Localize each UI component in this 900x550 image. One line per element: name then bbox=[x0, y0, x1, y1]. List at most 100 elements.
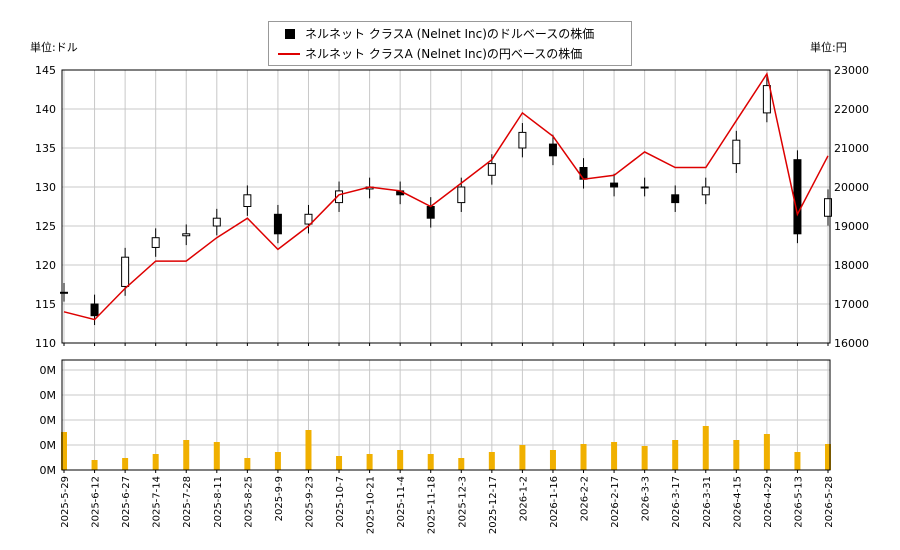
volume-bar bbox=[611, 442, 618, 470]
left-tick-label: 135 bbox=[35, 142, 56, 155]
x-tick-label: 2025-10-7 bbox=[335, 476, 346, 528]
x-tick-label: 2025-6-27 bbox=[121, 476, 132, 528]
jpy-price-line bbox=[63, 71, 829, 321]
x-tick-label: 2025-11-18 bbox=[427, 476, 438, 534]
usd-candle-body bbox=[60, 291, 68, 294]
right-tick-label: 23000 bbox=[834, 64, 869, 77]
x-tick-label: 2025-12-17 bbox=[488, 476, 499, 534]
usd-candle-body bbox=[335, 190, 344, 204]
usd-candle-body bbox=[548, 143, 557, 157]
left-unit-label: 単位:ドル bbox=[30, 41, 78, 54]
volume-tick-label: 0M bbox=[40, 364, 57, 377]
usd-candle-body bbox=[182, 233, 191, 237]
usd-candle-body bbox=[671, 194, 680, 204]
usd-candle-body bbox=[487, 163, 496, 176]
usd-candle-body bbox=[610, 182, 619, 188]
right-tick-label: 21000 bbox=[834, 142, 869, 155]
x-tick-label: 2025-9-23 bbox=[304, 476, 315, 528]
left-tick-label: 145 bbox=[35, 64, 56, 77]
volume-bar bbox=[427, 454, 434, 470]
volume-bar bbox=[549, 450, 556, 470]
volume-bar bbox=[825, 444, 831, 470]
left-tick-label: 130 bbox=[35, 181, 56, 194]
volume-bar bbox=[397, 450, 404, 470]
x-tick-label: 2026-3-3 bbox=[641, 476, 652, 521]
x-tick-label: 2025-9-9 bbox=[274, 476, 285, 521]
volume-bar bbox=[733, 440, 740, 470]
volume-bar bbox=[305, 430, 312, 470]
right-tick-label: 19000 bbox=[834, 220, 869, 233]
x-tick-label: 2025-12-3 bbox=[457, 476, 468, 528]
volume-bar bbox=[274, 452, 281, 470]
volume-tick-label: 0M bbox=[40, 439, 57, 452]
volume-bar bbox=[366, 454, 373, 470]
volume-tick-label: 0M bbox=[40, 464, 57, 477]
usd-candle-body bbox=[426, 206, 435, 219]
left-tick-label: 140 bbox=[35, 103, 56, 116]
x-tick-label: 2026-2-2 bbox=[580, 476, 591, 521]
volume-bar bbox=[91, 460, 98, 470]
x-tick-label: 2026-4-29 bbox=[763, 476, 774, 528]
x-tick-label: 2026-3-31 bbox=[702, 476, 713, 528]
legend-swatch-usd bbox=[285, 29, 295, 39]
volume-bar bbox=[244, 458, 251, 470]
usd-candle-body bbox=[762, 85, 771, 114]
left-tick-label: 120 bbox=[35, 259, 56, 272]
x-tick-label: 2026-5-13 bbox=[793, 476, 804, 528]
volume-bar bbox=[763, 434, 770, 470]
usd-candle-body bbox=[273, 213, 282, 235]
volume-bar bbox=[458, 458, 465, 470]
usd-candle-body bbox=[518, 131, 527, 149]
x-tick-label: 2025-10-21 bbox=[366, 476, 377, 534]
x-tick-label: 2025-5-29 bbox=[60, 476, 71, 528]
x-tick-label: 2026-2-17 bbox=[610, 476, 621, 528]
volume-bar bbox=[702, 426, 709, 470]
volume-plot-area bbox=[62, 360, 830, 470]
right-tick-label: 16000 bbox=[834, 337, 869, 350]
right-unit-label: 単位:円 bbox=[810, 41, 847, 54]
x-tick-label: 2026-5-28 bbox=[824, 476, 835, 528]
volume-bar bbox=[641, 446, 648, 470]
volume-tick-label: 0M bbox=[40, 389, 57, 402]
volume-bar bbox=[213, 442, 220, 470]
volume-bar bbox=[488, 452, 495, 470]
x-tick-label: 2025-6-12 bbox=[91, 476, 102, 528]
usd-candle-body bbox=[121, 256, 130, 287]
volume-plot-border bbox=[61, 359, 831, 471]
left-tick-label: 125 bbox=[35, 220, 56, 233]
price-plot-border bbox=[61, 69, 831, 344]
volume-bar bbox=[122, 458, 129, 470]
usd-candle-body bbox=[579, 167, 588, 180]
left-tick-label: 110 bbox=[35, 337, 56, 350]
usd-candle-body bbox=[304, 213, 313, 225]
usd-candle-body bbox=[243, 194, 252, 208]
legend: ネルネット クラスA (Nelnet Inc)のドルベースの株価 ネルネット ク… bbox=[268, 21, 632, 66]
x-tick-label: 2026-4-15 bbox=[732, 476, 743, 528]
x-tick-label: 2025-7-28 bbox=[182, 476, 193, 528]
volume-bar bbox=[183, 440, 190, 470]
x-tick-label: 2025-8-11 bbox=[213, 476, 224, 528]
usd-candle-body bbox=[212, 217, 221, 227]
volume-bar bbox=[152, 454, 159, 470]
x-tick-label: 2026-1-2 bbox=[518, 476, 529, 521]
usd-candle-body bbox=[90, 303, 99, 317]
legend-label-jpy: ネルネット クラスA (Nelnet Inc)の円ベースの株価 bbox=[305, 47, 583, 61]
usd-candle-body bbox=[732, 139, 741, 165]
volume-bar bbox=[672, 440, 679, 470]
usd-candle-body bbox=[824, 198, 832, 217]
volume-bar bbox=[794, 452, 801, 470]
usd-candle-body bbox=[151, 237, 160, 248]
usd-candle-body bbox=[640, 186, 649, 189]
right-tick-label: 20000 bbox=[834, 181, 869, 194]
usd-candle-body bbox=[457, 186, 466, 204]
x-tick-label: 2025-7-14 bbox=[152, 476, 163, 528]
legend-swatch-jpy bbox=[278, 53, 300, 55]
left-tick-label: 115 bbox=[35, 298, 56, 311]
x-tick-label: 2025-11-4 bbox=[396, 476, 407, 528]
right-tick-label: 17000 bbox=[834, 298, 869, 311]
volume-bar bbox=[580, 444, 587, 470]
right-tick-label: 18000 bbox=[834, 259, 869, 272]
usd-candle-body bbox=[793, 159, 802, 235]
usd-candle-body bbox=[701, 186, 710, 196]
